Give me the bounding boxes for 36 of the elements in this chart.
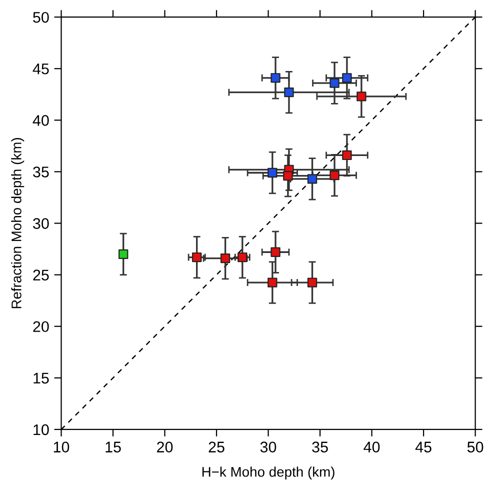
- point: [356, 92, 366, 102]
- y-tick-label: 10: [34, 424, 49, 436]
- point: [220, 253, 230, 264]
- x-axis-title: H−k Moho depth (km): [202, 466, 334, 480]
- point: [342, 150, 352, 160]
- y-tick-label: 20: [33, 321, 49, 332]
- point: [238, 252, 248, 262]
- x-tick-label: 15: [106, 442, 121, 452]
- point: [270, 73, 280, 83]
- x-tick-label: 40: [364, 442, 380, 452]
- x-tick-label: 35: [312, 442, 328, 452]
- x-tick-label: 30: [260, 442, 276, 452]
- y-tick-label: 35: [33, 166, 49, 178]
- point: [268, 168, 278, 178]
- y-tick-label: 45: [32, 64, 49, 74]
- point: [330, 78, 340, 88]
- y-tick-label: 40: [32, 115, 49, 126]
- point: [283, 171, 293, 181]
- x-tick-label: 20: [157, 442, 173, 452]
- y-tick-label: 15: [34, 372, 49, 384]
- y-axis-title: Refraction Moho depth (km): [11, 138, 24, 308]
- x-tick-label: 50: [467, 442, 484, 452]
- x-tick-label: 10: [54, 442, 70, 452]
- point: [270, 247, 280, 257]
- point: [284, 88, 294, 98]
- y-tick-label: 30: [33, 218, 49, 229]
- y-tick-label: 50: [33, 12, 49, 23]
- x-tick-label: 45: [415, 442, 432, 452]
- x-tick-label: 25: [208, 442, 224, 452]
- point: [192, 252, 202, 262]
- point: [268, 278, 278, 288]
- point: [330, 170, 340, 180]
- y-tick-label: 25: [33, 270, 49, 280]
- point: [342, 73, 352, 83]
- point: [307, 278, 318, 288]
- point: [118, 249, 128, 260]
